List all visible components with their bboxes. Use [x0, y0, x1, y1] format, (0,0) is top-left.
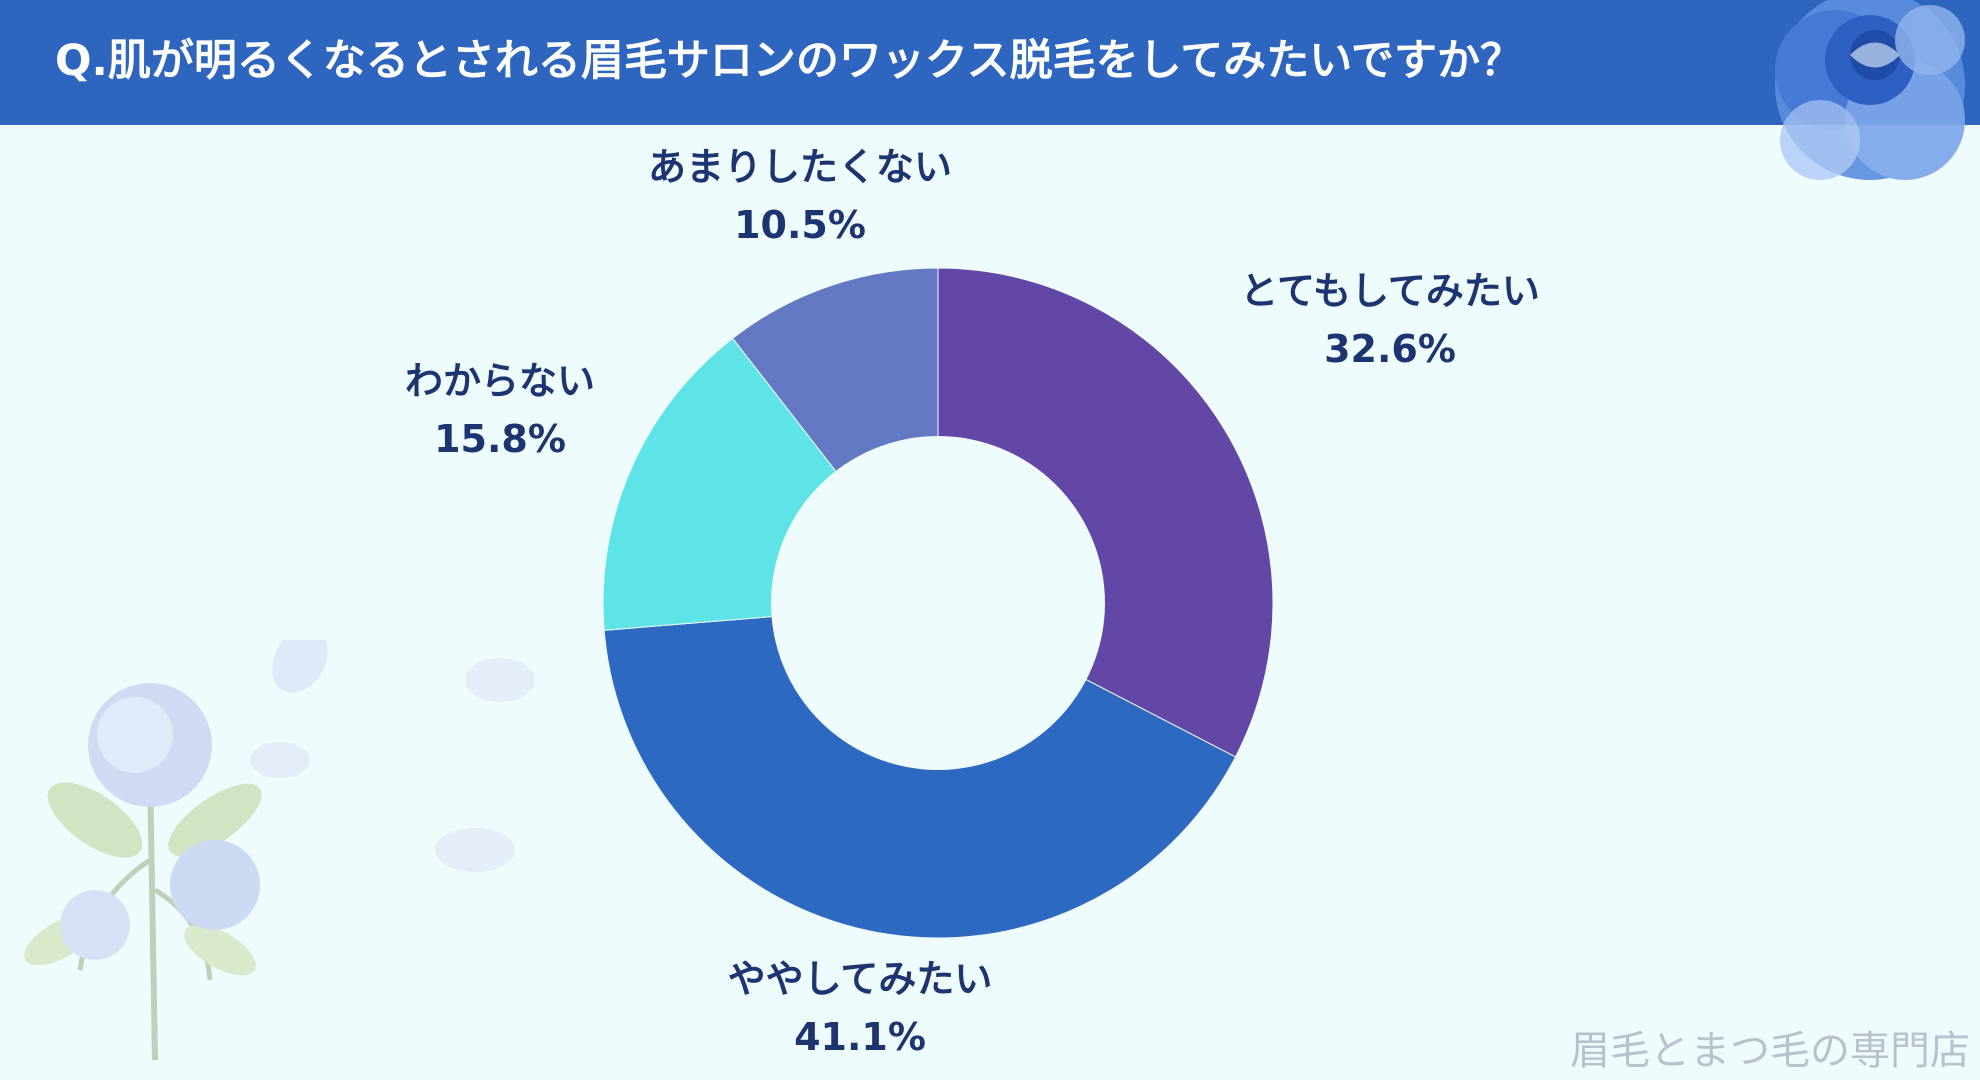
- slice-label-amari: あまりしたくない 10.5%: [600, 138, 1000, 254]
- slice-label-text: とてもしてみたい: [1240, 269, 1540, 313]
- slice-value-text: 32.6%: [1324, 327, 1456, 371]
- donut-hole: [771, 436, 1105, 770]
- title-banner: Q.肌が明るくなるとされる眉毛サロンのワックス脱毛をしてみたいですか？: [0, 0, 1980, 125]
- chart-title: Q.肌が明るくなるとされる眉毛サロンのワックス脱毛をしてみたいですか？: [55, 36, 1524, 86]
- slice-value-text: 15.8%: [434, 417, 566, 461]
- slice-value-text: 41.1%: [794, 1015, 926, 1059]
- slice-label-yaya: ややしてみたい 41.1%: [670, 950, 1050, 1066]
- slice-label-text: わからない: [404, 359, 595, 403]
- rose-bouquet-decoration-icon: [24, 640, 535, 1060]
- slice-label-text: ややしてみたい: [727, 957, 993, 1001]
- slice-label-text: あまりしたくない: [647, 145, 952, 189]
- watermark-text: 眉毛とまつ毛の専門店: [1570, 1028, 1970, 1074]
- slice-value-text: 10.5%: [734, 203, 866, 247]
- slice-label-wakaranai: わからない 15.8%: [360, 352, 640, 468]
- blue-rose-decoration-icon: [1775, 0, 1965, 180]
- slice-label-totemo: とてもしてみたい 32.6%: [1200, 262, 1580, 378]
